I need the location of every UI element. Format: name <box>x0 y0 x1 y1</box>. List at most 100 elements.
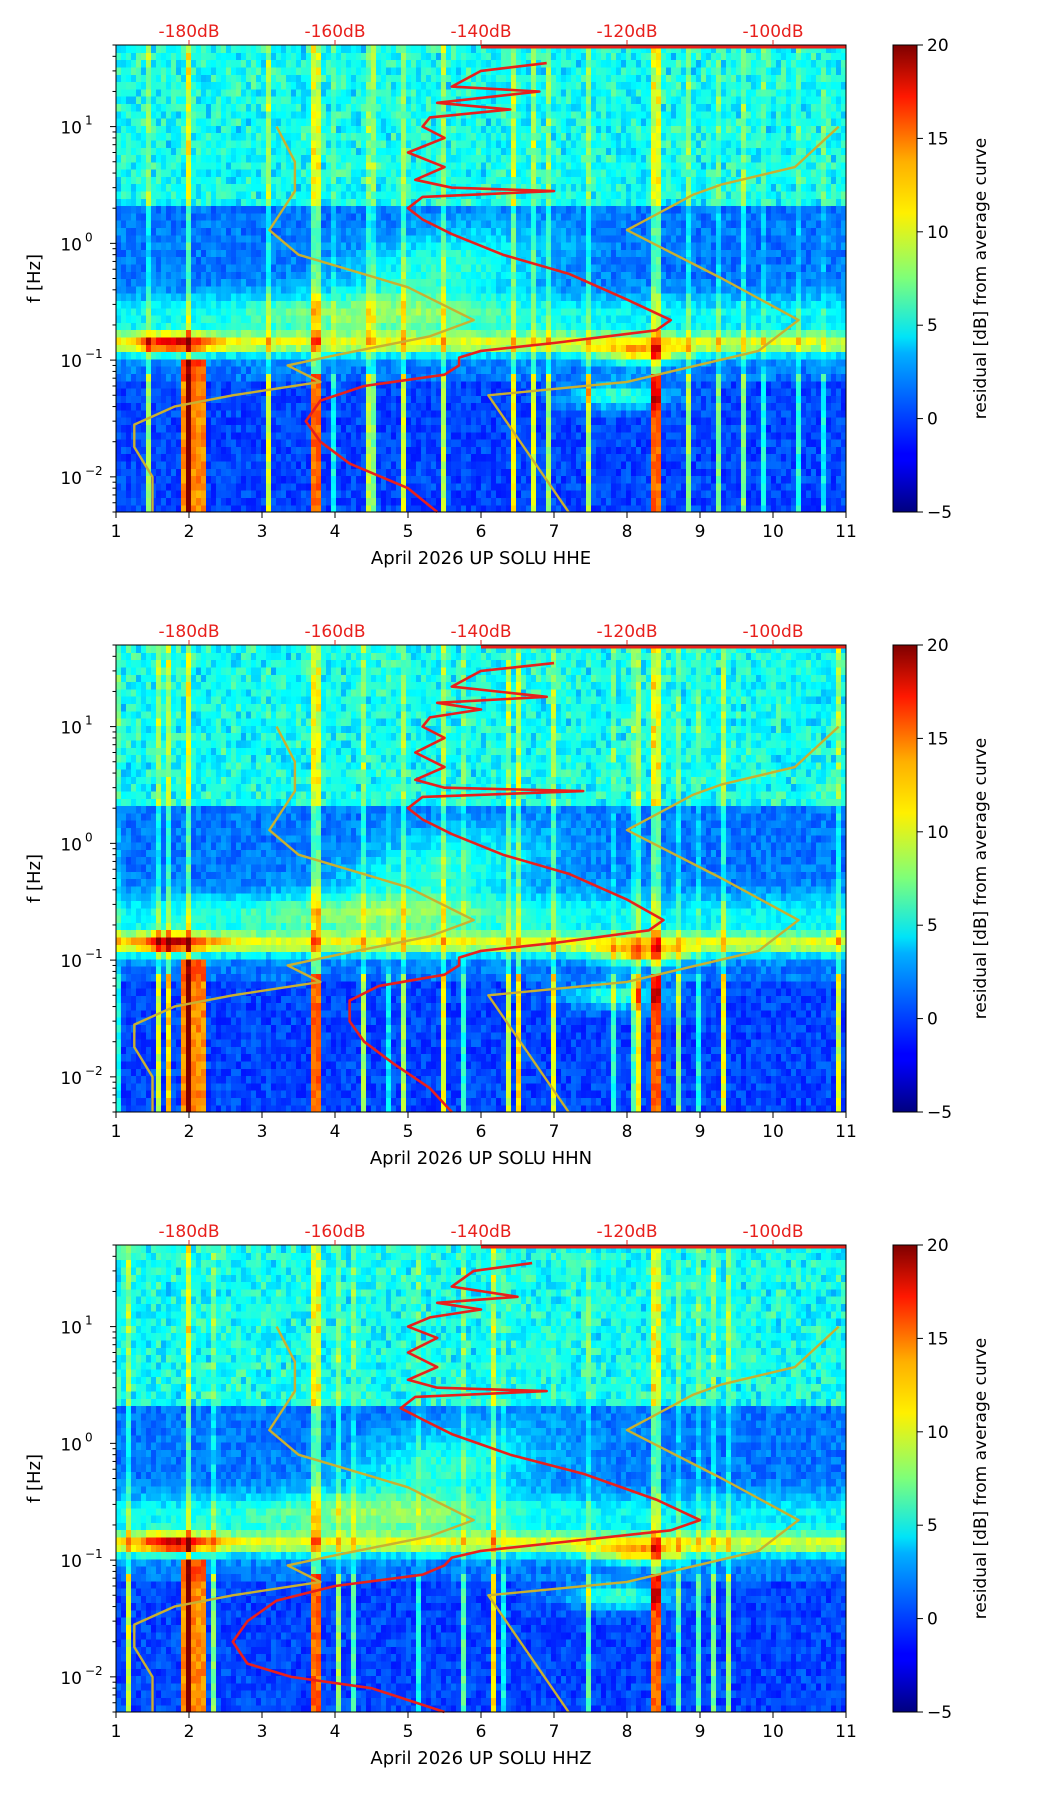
heatmap-cell <box>186 351 192 360</box>
heatmap-cell <box>501 460 507 469</box>
heatmap-cell <box>391 504 397 513</box>
heatmap-cell <box>791 285 797 294</box>
heatmap-cell <box>416 307 422 316</box>
heatmap-cell <box>126 460 132 469</box>
heatmap-cell <box>416 366 422 374</box>
heatmap-cell <box>391 431 397 440</box>
heatmap-cell <box>541 490 547 499</box>
heatmap-cell <box>316 351 322 360</box>
heatmap-cell <box>276 490 282 499</box>
heatmap-cell <box>796 453 802 462</box>
heatmap-cell <box>456 439 462 447</box>
heatmap-cell <box>811 431 817 440</box>
heatmap-cell <box>341 300 347 309</box>
heatmap-cell <box>366 293 372 301</box>
heatmap-cell <box>806 504 812 513</box>
heatmap-cell <box>426 490 432 499</box>
heatmap-cell <box>341 446 347 455</box>
heatmap-cell <box>716 417 722 426</box>
heatmap-cell <box>306 446 312 455</box>
heatmap-cell <box>216 256 222 265</box>
heatmap-cell <box>221 351 227 360</box>
heatmap-cell <box>546 424 552 433</box>
heatmap-cell <box>191 351 197 360</box>
heatmap-cell <box>156 285 162 294</box>
heatmap-cell <box>581 263 587 272</box>
heatmap-cell <box>261 263 267 272</box>
heatmap-cell <box>606 271 612 280</box>
heatmap-cell <box>406 402 412 411</box>
heatmap-cell <box>801 431 807 440</box>
heatmap-cell <box>771 497 777 506</box>
heatmap-cell <box>261 475 267 484</box>
heatmap-cell <box>496 490 502 499</box>
heatmap-cell <box>196 278 202 287</box>
heatmap-cell <box>226 285 232 294</box>
heatmap-cell <box>441 271 447 280</box>
heatmap-cell <box>456 504 462 513</box>
heatmap-cell <box>791 271 797 280</box>
heatmap-cell <box>451 278 457 287</box>
heatmap-cell <box>151 336 157 345</box>
heatmap-cell <box>521 431 527 440</box>
heatmap-cell <box>616 278 622 287</box>
heatmap-cell <box>361 409 367 418</box>
heatmap-cell <box>781 285 787 294</box>
heatmap-cell <box>296 409 302 418</box>
heatmap-cell <box>811 439 817 447</box>
heatmap-cell <box>311 322 317 331</box>
heatmap-cell <box>611 468 617 477</box>
heatmap-cell <box>751 417 757 426</box>
heatmap-cell <box>116 460 122 469</box>
heatmap-cell <box>606 329 612 338</box>
heatmap-cell <box>766 336 772 345</box>
heatmap-cell <box>336 271 342 280</box>
heatmap-cell <box>451 409 457 418</box>
heatmap-cell <box>186 431 192 440</box>
heatmap-cell <box>736 285 742 294</box>
heatmap-cell <box>186 293 192 301</box>
heatmap-cell <box>611 373 617 382</box>
heatmap-cell <box>556 314 562 323</box>
heatmap-cell <box>836 314 842 323</box>
heatmap-cell <box>821 482 827 491</box>
heatmap-cell <box>136 497 142 506</box>
heatmap-cell <box>246 278 252 287</box>
heatmap-cell <box>811 336 817 345</box>
heatmap-cell <box>546 271 552 280</box>
heatmap-cell <box>326 439 332 447</box>
heatmap-cell <box>566 402 572 411</box>
heatmap-cell <box>606 497 612 506</box>
heatmap-cell <box>671 358 677 367</box>
heatmap-cell <box>716 373 722 382</box>
heatmap-cell <box>686 358 692 367</box>
heatmap-cell <box>146 490 152 499</box>
heatmap-cell <box>531 278 537 287</box>
heatmap-cell <box>796 329 802 338</box>
heatmap-cell <box>516 300 522 309</box>
heatmap-cell <box>231 497 237 506</box>
heatmap-cell <box>711 395 717 404</box>
heatmap-cell <box>406 278 412 287</box>
heatmap-cell <box>221 424 227 433</box>
heatmap-cell <box>566 504 572 513</box>
heatmap-cell <box>266 431 272 440</box>
heatmap-cell <box>176 475 182 484</box>
heatmap-cell <box>341 329 347 338</box>
heatmap-cell <box>781 278 787 287</box>
heatmap-cell <box>701 402 707 411</box>
heatmap-cell <box>816 475 822 484</box>
heatmap-cell <box>791 460 797 469</box>
heatmap-cell <box>496 271 502 280</box>
heatmap-cell <box>536 329 542 338</box>
heatmap-cell <box>706 468 712 477</box>
heatmap-cell <box>471 373 477 382</box>
heatmap-cell <box>311 263 317 272</box>
heatmap-cell <box>206 417 212 426</box>
heatmap-cell <box>331 395 337 404</box>
heatmap-cell <box>571 482 577 491</box>
heatmap-cell <box>786 358 792 367</box>
heatmap-cell <box>746 446 752 455</box>
heatmap-cell <box>326 336 332 345</box>
heatmap-cell <box>426 314 432 323</box>
